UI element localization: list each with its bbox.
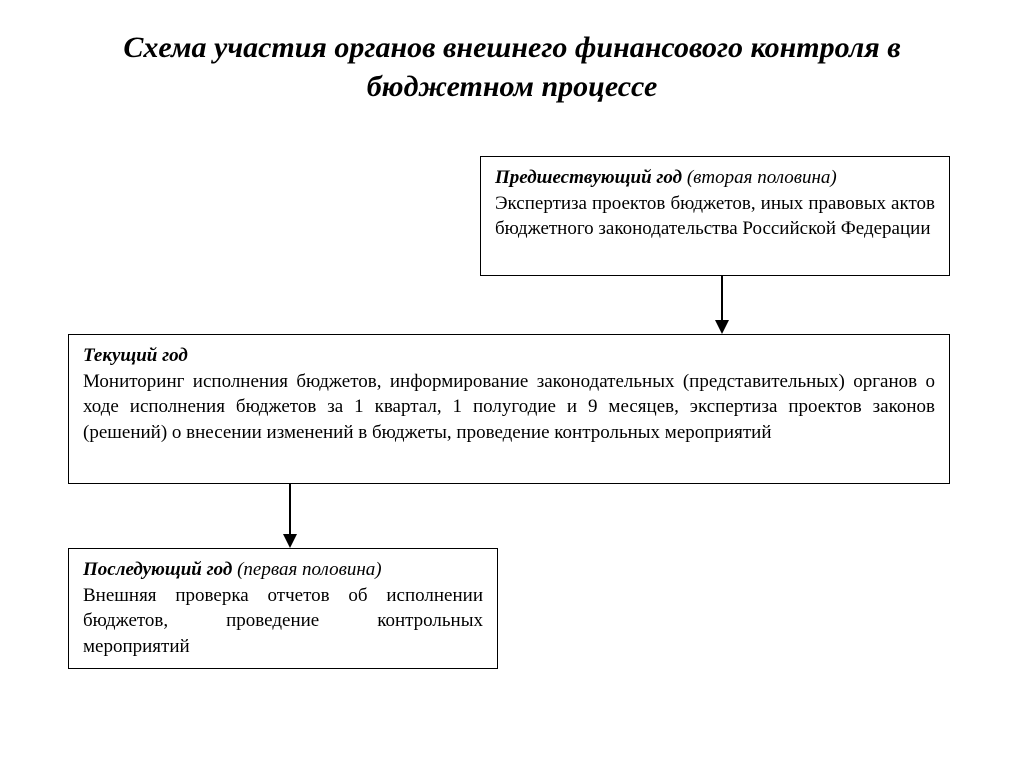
flowchart-node-next-year: Последующий год (первая половина) Внешня…	[68, 548, 498, 669]
flowchart-node-current-year: Текущий год Мониторинг исполнения бюджет…	[68, 334, 950, 484]
flowchart-arrow	[715, 276, 729, 334]
node-lead: Последующий год	[83, 559, 232, 580]
arrow-stem	[721, 276, 723, 322]
flowchart-node-previous-year: Предшествующий год (вторая половина) Экс…	[480, 156, 950, 276]
node-body: Экспертиза проектов бюджетов, иных право…	[495, 193, 935, 240]
flowchart-arrow	[283, 484, 297, 548]
node-paren: (вторая половина)	[682, 167, 837, 188]
node-lead: Текущий год	[83, 345, 188, 366]
arrow-stem	[289, 484, 291, 536]
arrow-head-icon	[715, 320, 729, 334]
diagram-title: Схема участия органов внешнего финансово…	[0, 0, 1024, 106]
node-body: Мониторинг исполнения бюджетов, информир…	[83, 371, 935, 443]
node-body: Внешняя проверка отчетов об исполнении б…	[83, 585, 483, 657]
node-lead: Предшествующий год	[495, 167, 682, 188]
arrow-head-icon	[283, 534, 297, 548]
node-paren: (первая половина)	[232, 559, 381, 580]
